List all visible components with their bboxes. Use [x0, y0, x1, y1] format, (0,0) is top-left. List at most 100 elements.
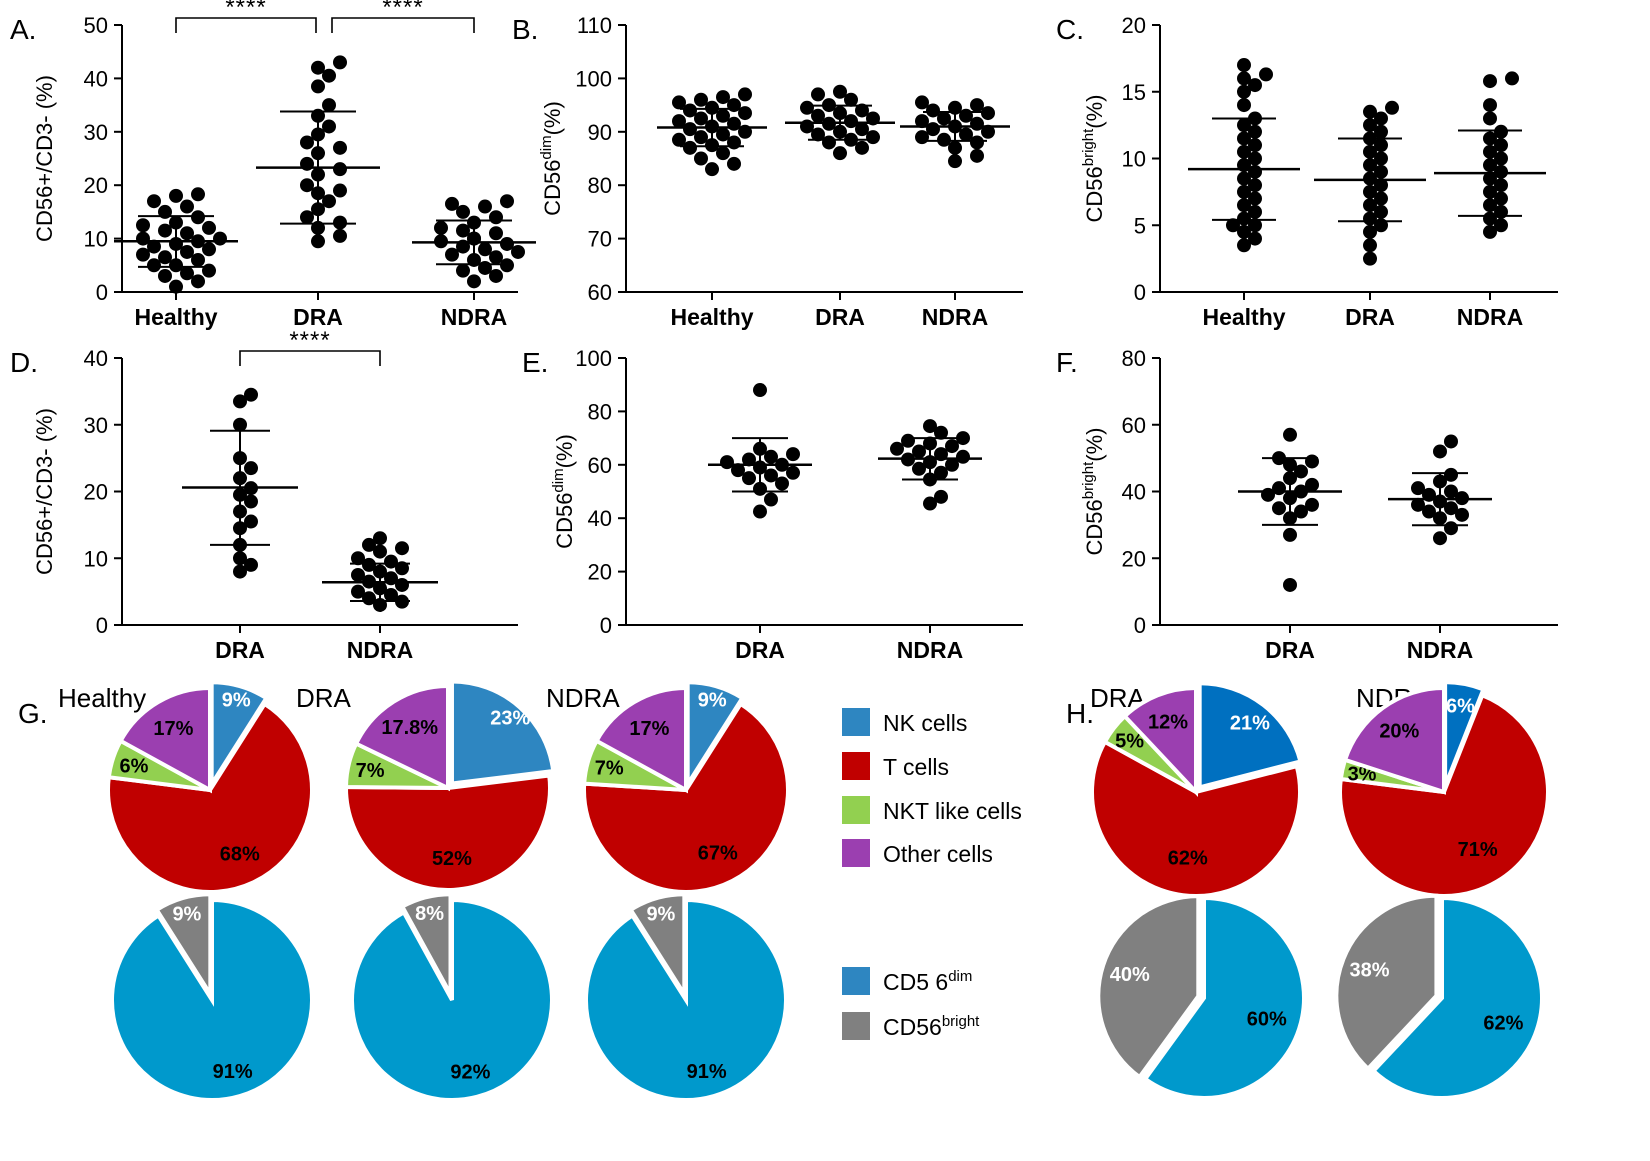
data-point	[362, 537, 376, 552]
data-point	[322, 98, 336, 113]
data-point	[500, 258, 514, 273]
pie-slice-label: 52%	[432, 848, 472, 870]
y-tick-label: 30	[84, 120, 108, 145]
data-point	[705, 162, 719, 177]
data-point	[716, 90, 730, 105]
data-point	[1444, 484, 1458, 499]
y-tick-label: 80	[588, 399, 612, 424]
y-axis-label: CD56dim(%)	[550, 434, 577, 549]
pie-slice-label: 71%	[1458, 839, 1498, 861]
pie-slice	[209, 680, 270, 792]
pie-slice-label: 62%	[1168, 847, 1208, 869]
data-point	[351, 567, 365, 582]
data-point	[915, 95, 929, 110]
legend-label: CD5 6dim	[883, 968, 972, 995]
category-label-ndra: NDRA	[1457, 304, 1523, 330]
data-point	[333, 215, 347, 230]
data-point	[775, 476, 789, 491]
panel-label: A.	[10, 14, 36, 45]
data-point	[169, 188, 183, 203]
data-point	[147, 258, 161, 273]
data-point	[1237, 224, 1251, 239]
legend-swatch	[842, 796, 870, 824]
data-point	[1483, 98, 1497, 113]
pie-slice-label: 62%	[1483, 1012, 1523, 1034]
data-point	[233, 551, 247, 566]
panel-F: 0 20 40 60 80 DRA NDRA F. CD56bright(%)	[1056, 346, 1558, 663]
y-tick-label: 40	[588, 506, 612, 531]
significance-stars: ****	[225, 0, 266, 21]
data-point	[136, 231, 150, 246]
data-point	[811, 87, 825, 102]
data-point	[764, 449, 778, 464]
data-point	[1294, 504, 1308, 519]
data-point	[1385, 100, 1399, 115]
data-point	[915, 114, 929, 129]
data-point	[764, 492, 778, 507]
y-tick-label: 0	[1134, 613, 1146, 638]
pie-slice	[1090, 739, 1302, 898]
data-point	[489, 210, 503, 225]
panel-label: F.	[1056, 347, 1078, 378]
data-point	[351, 584, 365, 599]
data-point	[456, 263, 470, 278]
data-point	[1237, 71, 1251, 86]
y-tick-label: 110	[577, 13, 612, 38]
data-point	[322, 194, 336, 209]
data-point	[300, 210, 314, 225]
data-point	[191, 210, 205, 225]
category-label-dra: DRA	[1265, 637, 1315, 663]
data-point	[1374, 151, 1388, 166]
pie-slice-label: 5%	[1115, 731, 1144, 753]
pie-slice	[353, 683, 450, 792]
legend-label: CD56bright	[883, 1013, 980, 1040]
data-point	[956, 431, 970, 446]
data-point	[1374, 138, 1388, 153]
y-tick-label: 0	[96, 280, 108, 305]
data-point	[136, 218, 150, 233]
pie-slice	[1142, 895, 1306, 1100]
data-point	[333, 140, 347, 155]
data-point	[1494, 218, 1508, 233]
data-point	[244, 387, 258, 402]
pie-title: Healthy	[58, 683, 146, 713]
pie-slice	[1096, 894, 1201, 1080]
data-point	[1248, 138, 1262, 153]
data-point	[373, 544, 387, 559]
data-point	[786, 465, 800, 480]
data-point	[1248, 151, 1262, 166]
data-point	[672, 132, 686, 147]
significance-stars: ****	[382, 0, 423, 21]
y-tick-label: 10	[1122, 147, 1146, 172]
data-point	[855, 140, 869, 155]
pie-slice-label: 12%	[1148, 711, 1188, 733]
data-point	[731, 463, 745, 478]
data-point	[1248, 124, 1262, 139]
y-tick-label: 60	[588, 280, 612, 305]
panel-C: 0 5 10 15 20 Healthy DRA NDRA C. CD56bright(%)	[1056, 13, 1558, 330]
data-point	[1248, 191, 1262, 206]
data-point	[1237, 98, 1251, 113]
data-point	[800, 100, 814, 115]
legend-label: Other cells	[883, 841, 993, 867]
data-point	[311, 234, 325, 249]
pie-slice	[685, 680, 746, 792]
pie-slice-label: 20%	[1379, 721, 1419, 743]
data-point	[180, 199, 194, 214]
data-point	[1363, 238, 1377, 253]
data-point	[180, 226, 194, 241]
data-point	[1294, 464, 1308, 479]
y-tick-label: 30	[84, 413, 108, 438]
data-point	[1494, 138, 1508, 153]
data-point	[981, 124, 995, 139]
category-label-dra: DRA	[215, 637, 265, 663]
data-point	[244, 514, 258, 529]
legend-swatch	[842, 752, 870, 780]
pie-slice	[117, 685, 212, 794]
pie-slice-label: 9%	[222, 690, 251, 712]
data-point	[1494, 151, 1508, 166]
data-point	[322, 119, 336, 134]
y-tick-label: 100	[575, 346, 612, 371]
pie-slice	[449, 679, 556, 786]
data-point	[1283, 427, 1297, 442]
